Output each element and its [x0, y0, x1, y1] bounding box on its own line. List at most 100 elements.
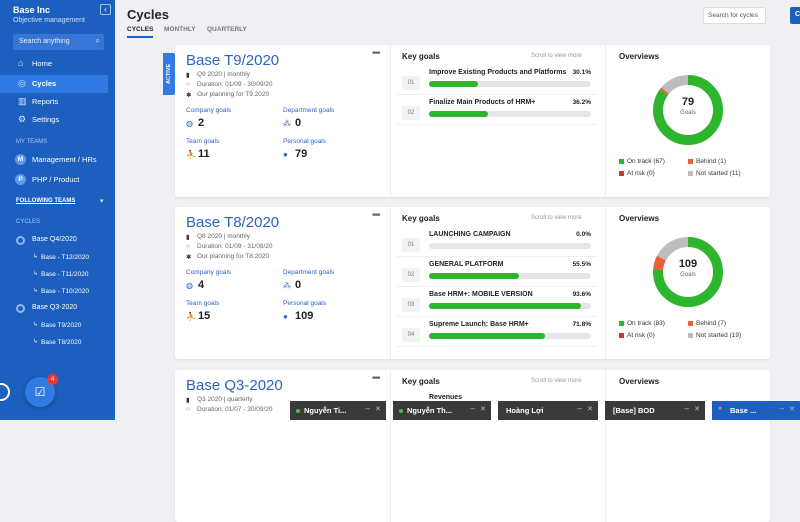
- goal-progress-label: 93.6%: [572, 291, 591, 298]
- cycle-duration: Duration: 01/09 - 31/08/20: [197, 243, 273, 250]
- row-separator: [397, 94, 597, 95]
- more-menu[interactable]: •••: [372, 48, 380, 59]
- progress-track: [429, 333, 591, 339]
- chat-tab[interactable]: ● Base ... – ✕: [712, 401, 800, 420]
- legend-label: Not started (11): [696, 170, 741, 177]
- donut-unit: Goals: [680, 272, 696, 278]
- nav-item[interactable]: Home: [32, 59, 53, 68]
- minimize[interactable]: –: [577, 404, 582, 413]
- close[interactable]: ✕: [694, 406, 700, 413]
- tree-arrow: ↳: [33, 254, 39, 260]
- goal-name[interactable]: LAUNCHING CAMPAIGN: [429, 231, 511, 238]
- floating-button[interactable]: ☑ 4: [25, 374, 58, 407]
- collapse-button[interactable]: ‹: [100, 4, 111, 15]
- scroll-hint: Scroll to view more: [531, 215, 582, 221]
- cycle-search[interactable]: Search for cycles: [703, 7, 766, 24]
- goal-name[interactable]: Finalize Main Products of HRM+: [429, 99, 536, 106]
- legend-swatch: [619, 333, 624, 338]
- meta-icon: ○: [186, 81, 190, 88]
- divider: [605, 45, 606, 197]
- chevron: ▾: [100, 198, 104, 205]
- meta-icon: ▮: [186, 72, 190, 79]
- stat-value: 109: [295, 310, 314, 322]
- chat-toggle[interactable]: [0, 383, 10, 401]
- stat-label: Company goals: [186, 269, 232, 276]
- donut-segment: [653, 237, 723, 307]
- cycle-group[interactable]: Base Q3-2020: [32, 304, 78, 311]
- more-menu[interactable]: •••: [372, 210, 380, 221]
- minimize[interactable]: –: [684, 404, 689, 413]
- team-name[interactable]: PHP / Product: [32, 175, 80, 184]
- cycle-name[interactable]: Base Q3-2020: [186, 377, 283, 394]
- goal-name[interactable]: Base HRM+: MOBILE VERSION: [429, 291, 533, 298]
- chat-tab[interactable]: Nguyễn Ti... – ✕: [290, 401, 386, 420]
- chat-name: Base ...: [730, 406, 757, 415]
- chat-name: Hoàng Lợi: [506, 406, 544, 415]
- goal-name[interactable]: GENERAL PLATFORM: [429, 261, 504, 268]
- legend-label: At risk (0): [627, 170, 655, 177]
- more-menu[interactable]: •••: [372, 373, 380, 384]
- nav-item[interactable]: Settings: [32, 115, 60, 124]
- tree-arrow: ↳: [33, 288, 39, 294]
- cycle-name[interactable]: Base T9/2020: [186, 52, 280, 69]
- cycle-item[interactable]: Base T8/2020: [41, 339, 82, 346]
- tab[interactable]: CYCLES: [127, 26, 154, 38]
- meta-icon: ○: [186, 243, 190, 250]
- cycle-period: Q8 2020 | monthly: [197, 233, 250, 240]
- cycle-item[interactable]: Base - T11/2020: [41, 271, 89, 278]
- company-subtitle: Objective management: [13, 17, 85, 24]
- chat-tab[interactable]: Hoàng Lợi – ✕: [498, 401, 598, 420]
- stat-icon: ●: [283, 312, 288, 321]
- stat-label: Company goals: [186, 107, 232, 114]
- legend-swatch: [619, 321, 624, 326]
- cycle-item[interactable]: Base - T10/2020: [41, 288, 89, 295]
- minimize[interactable]: –: [779, 404, 784, 413]
- chat-tab[interactable]: Nguyễn Th... – ✕: [393, 401, 491, 420]
- goal-name[interactable]: Improve Existing Products and Platforms: [429, 69, 567, 76]
- legend-swatch: [619, 159, 624, 164]
- goal-index: 04: [402, 328, 420, 342]
- donut-total: 109: [678, 258, 698, 270]
- tree-arrow: ↳: [33, 339, 39, 345]
- scroll-hint: Scroll to view more: [531, 378, 582, 384]
- cycle-item[interactable]: Base T9/2020: [41, 322, 82, 329]
- divider: [605, 370, 606, 522]
- nav-icon: ◎: [18, 78, 26, 88]
- cycle-icon: [16, 236, 25, 245]
- tab[interactable]: MONTHLY: [164, 26, 196, 33]
- nav-item[interactable]: Reports: [32, 97, 59, 106]
- close[interactable]: ✕: [375, 406, 381, 413]
- search-placeholder: Search anything: [19, 38, 70, 45]
- cycle-name[interactable]: Base T8/2020: [186, 214, 280, 231]
- section-heading[interactable]: FOLLOWING TEAMS: [16, 198, 76, 204]
- search-box[interactable]: Search anything ⌕: [13, 34, 104, 50]
- nav-icon: ⚙: [18, 114, 27, 124]
- nav-item[interactable]: Cycles: [32, 79, 57, 88]
- close[interactable]: ✕: [587, 406, 593, 413]
- stat-label: Team goals: [186, 300, 220, 307]
- cycle-group[interactable]: Base Q4/2020: [32, 236, 77, 243]
- key-goals-title: Key goals: [402, 52, 440, 61]
- cycle-item[interactable]: Base - T12/2020: [41, 254, 89, 261]
- minimize[interactable]: –: [365, 404, 370, 413]
- legend-label: Behind (1): [696, 158, 726, 165]
- stat-value: 15: [198, 310, 211, 322]
- goal-name[interactable]: Supreme Launch: Base HRM+: [429, 321, 529, 328]
- donut-unit: Goals: [680, 110, 696, 116]
- legend-label: Not started (19): [696, 332, 742, 339]
- stat-value: 11: [198, 148, 210, 160]
- legend-label: On track (83): [627, 320, 665, 327]
- close[interactable]: ✕: [789, 406, 795, 413]
- stat-icon: ⁂: [283, 119, 291, 128]
- divider: [390, 45, 391, 197]
- chat-tab[interactable]: [Base] BOD – ✕: [605, 401, 705, 420]
- team-avatar: M: [15, 154, 26, 165]
- team-name[interactable]: Management / HRs: [32, 155, 97, 164]
- stat-value: 0: [295, 279, 302, 291]
- goal-name[interactable]: Revenues: [429, 394, 463, 401]
- minimize[interactable]: –: [470, 404, 475, 413]
- tab[interactable]: QUARTERLY: [207, 26, 247, 33]
- create-button[interactable]: C: [790, 7, 800, 24]
- close[interactable]: ✕: [480, 406, 486, 413]
- progress-bar: [429, 303, 581, 309]
